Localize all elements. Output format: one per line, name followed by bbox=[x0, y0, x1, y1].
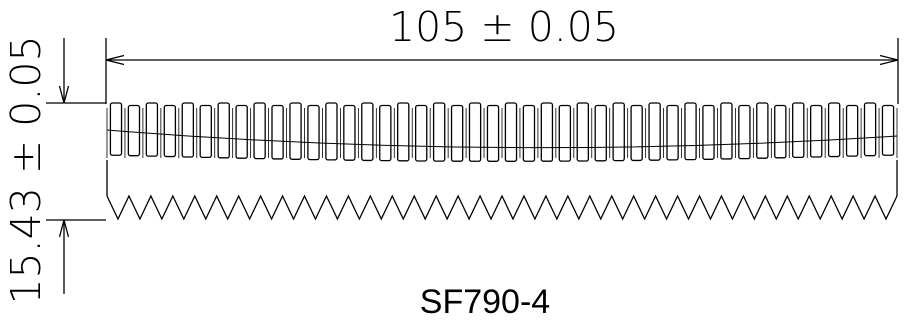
length-dimension bbox=[105, 38, 899, 104]
rack-slot bbox=[199, 104, 212, 159]
rack-slot bbox=[504, 102, 518, 162]
rack-slot bbox=[253, 102, 266, 160]
rack-slot bbox=[540, 102, 554, 162]
rack-slot bbox=[397, 102, 410, 162]
rack-slot bbox=[414, 104, 428, 162]
rack-slot bbox=[558, 104, 572, 162]
rack-slot bbox=[666, 104, 679, 161]
rack-slot bbox=[217, 102, 230, 159]
rack-slot bbox=[235, 104, 248, 159]
rack-slot bbox=[522, 104, 536, 162]
rack-slot bbox=[809, 104, 823, 158]
rack-teeth bbox=[106, 194, 898, 221]
rack-slot bbox=[379, 104, 392, 162]
rack-center-curve bbox=[106, 129, 898, 149]
rack-slot bbox=[792, 102, 805, 159]
rack-slot bbox=[163, 104, 177, 158]
rack-slot bbox=[774, 104, 787, 159]
rack-slot bbox=[127, 104, 141, 157]
length-label: 105 ± 0.05 bbox=[389, 3, 619, 51]
rack-slot bbox=[432, 102, 446, 162]
rack-slot bbox=[720, 102, 733, 160]
rack-slot bbox=[881, 104, 895, 156]
rack-slot bbox=[845, 104, 859, 157]
height-label: 15.43 ± 0.05 bbox=[2, 35, 50, 304]
rack-slot bbox=[343, 104, 356, 161]
rack-slot bbox=[468, 102, 482, 162]
rack-slots bbox=[106, 102, 898, 162]
rack-slot bbox=[576, 102, 590, 162]
length-arrow-left bbox=[105, 54, 125, 66]
height-arrow-bottom bbox=[58, 219, 70, 238]
rack-slot bbox=[361, 102, 374, 162]
rack-slot bbox=[450, 104, 464, 162]
rack-slot bbox=[594, 104, 607, 162]
rack-slot bbox=[863, 102, 877, 157]
rack-slot bbox=[181, 102, 195, 158]
rack-slot bbox=[325, 102, 338, 161]
rack-slot bbox=[684, 102, 697, 161]
rack-slot bbox=[756, 102, 769, 159]
rack-slot bbox=[486, 104, 500, 162]
rack-slot bbox=[612, 102, 625, 162]
rack-slot bbox=[827, 102, 841, 158]
height-dimension bbox=[46, 38, 106, 294]
rack-slot bbox=[630, 104, 643, 162]
rack-slot bbox=[648, 102, 661, 161]
rack-slot bbox=[289, 102, 302, 160]
rack-slot bbox=[109, 102, 123, 156]
height-arrow-top bbox=[58, 85, 70, 104]
rack-body bbox=[106, 102, 898, 221]
length-arrow-right bbox=[879, 54, 899, 66]
rack-slot bbox=[307, 104, 320, 161]
rack-slot bbox=[738, 104, 751, 160]
part-label: SF790-4 bbox=[420, 283, 550, 321]
rack-slot bbox=[702, 104, 715, 160]
rack-slot bbox=[145, 102, 159, 157]
rack-slot bbox=[271, 104, 284, 160]
